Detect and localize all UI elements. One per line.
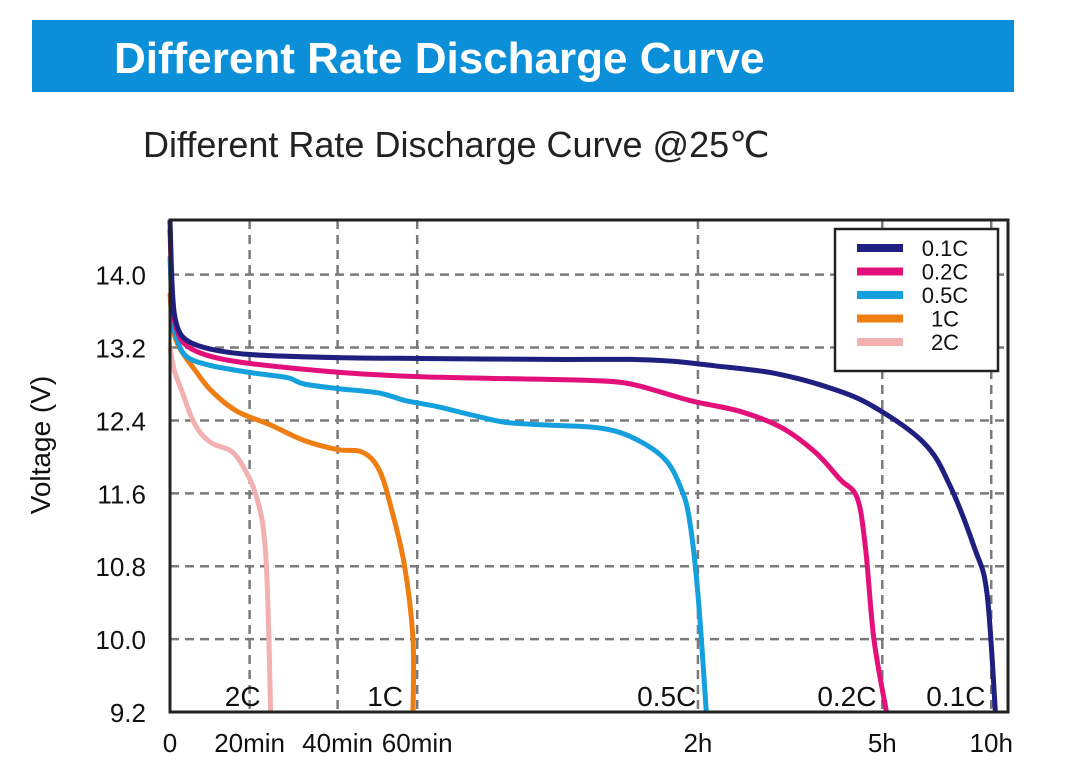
x-tick-label: 2h xyxy=(683,728,712,758)
y-tick-label: 13.2 xyxy=(95,334,146,364)
chart-title: Different Rate Discharge Curve @25℃ xyxy=(143,124,770,165)
legend-box xyxy=(833,227,1000,373)
y-tick-label: 10.8 xyxy=(95,552,146,582)
x-tick-label: 5h xyxy=(868,728,897,758)
y-tick-label: 10.0 xyxy=(95,625,146,655)
series-line-0_5C xyxy=(167,256,709,713)
end-label-0_2C: 0.2C xyxy=(817,681,876,712)
y-tick-label: 14.0 xyxy=(95,261,146,291)
x-tick-label: 0 xyxy=(163,728,177,758)
end-label-2C: 2C xyxy=(225,681,261,712)
banner-title: Different Rate Discharge Curve xyxy=(114,34,765,83)
series-line-0_2C xyxy=(167,229,889,713)
legend-label-1C: 1C xyxy=(931,307,959,332)
series-layer xyxy=(167,219,998,713)
y-axis-label: Voltage (V) xyxy=(25,376,56,515)
end-label-layer: 0.1C 0.2C 0.5C 1C 2C xyxy=(225,681,986,712)
series-line-0_1C xyxy=(167,219,998,713)
x-tick-label: 40min xyxy=(302,728,373,758)
title-banner: Different Rate Discharge Curve xyxy=(32,20,1014,92)
end-label-0_1C: 0.1C xyxy=(926,681,985,712)
series-line-2C xyxy=(167,347,274,713)
end-label-0_5C: 0.5C xyxy=(637,681,696,712)
end-label-1C: 1C xyxy=(367,681,403,712)
x-tick-label: 60min xyxy=(382,728,453,758)
legend-label-0_5C: 0.5C xyxy=(922,283,969,308)
legend-label-0_2C: 0.2C xyxy=(922,260,969,285)
tick-layer: 9.2 10.0 10.8 11.6 12.4 13.2 14.0 0 20min 40min 60… xyxy=(95,261,1013,758)
y-tick-label: 9.2 xyxy=(110,698,146,728)
y-tick-label: 12.4 xyxy=(95,406,146,436)
y-tick-label: 11.6 xyxy=(97,479,146,509)
legend-label-0_1C: 0.1C xyxy=(922,236,969,261)
plot-frame xyxy=(168,218,1010,714)
legend-label-2C: 2C xyxy=(931,330,959,355)
x-tick-label: 10h xyxy=(970,728,1013,758)
x-tick-label: 20min xyxy=(214,728,285,758)
